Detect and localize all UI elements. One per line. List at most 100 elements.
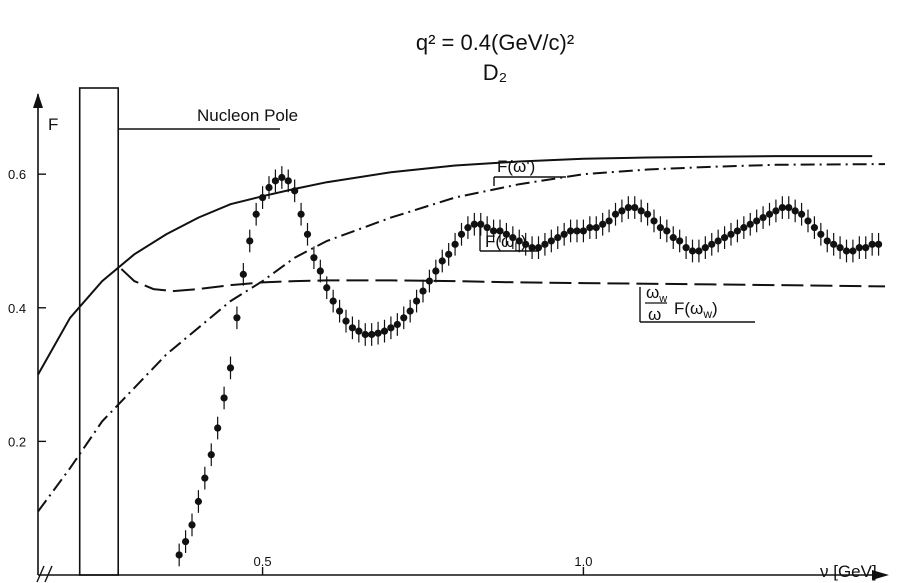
data-point: [759, 213, 767, 222]
data-point: [547, 237, 555, 245]
data-point: [226, 364, 235, 372]
data-point: [605, 217, 613, 225]
data-point: [464, 224, 472, 232]
data-point: [720, 234, 729, 242]
data-point: [406, 307, 414, 315]
data-point: [502, 230, 511, 238]
data-point: [470, 220, 478, 228]
svg-text:F(ω'): F(ω'): [497, 157, 535, 176]
data-point: [489, 227, 498, 235]
data-point: [329, 297, 337, 305]
data-point: [656, 224, 665, 232]
data-point: [348, 324, 357, 332]
data-point: [515, 237, 523, 245]
data-point: [688, 247, 697, 255]
data-point: [599, 220, 607, 228]
data-point: [528, 244, 536, 252]
data-point: [239, 270, 247, 278]
series-line-1: [37, 163, 886, 513]
chart-subtitle: D₂: [483, 60, 507, 85]
data-point: [214, 424, 222, 432]
data-point: [592, 224, 600, 232]
data-point: [175, 551, 183, 559]
data-point: [785, 203, 793, 212]
data-point: [855, 244, 863, 252]
annotation-omega-w-fraction: ωw ω F(ωw): [639, 283, 755, 324]
data-point: [438, 257, 446, 265]
svg-text:ωw: ωw: [646, 283, 667, 305]
svg-text:F(ωL): F(ωL): [485, 232, 527, 254]
data-point: [727, 230, 735, 238]
data-point: [849, 247, 857, 255]
y-tick-label-0: 0.2: [8, 434, 26, 449]
data-point: [477, 220, 485, 228]
data-point: [618, 207, 626, 215]
data-point: [842, 247, 851, 255]
data-point: [271, 177, 280, 185]
data-point: [246, 237, 254, 245]
data-point: [797, 210, 806, 218]
data-point: [868, 240, 876, 248]
data-point: [303, 230, 312, 238]
axis-break-mark: [36, 565, 53, 583]
data-point: [836, 244, 844, 252]
data-point: [862, 244, 870, 252]
data-point: [284, 177, 292, 185]
data-point: [496, 227, 504, 235]
data-point: [753, 217, 761, 225]
data-point: [560, 230, 568, 238]
data-point: [874, 240, 883, 248]
data-point: [830, 240, 838, 248]
data-point: [278, 173, 286, 182]
chart-title: q² = 0.4(GeV/c)²: [416, 30, 574, 55]
data-point: [714, 237, 722, 245]
data-point: [554, 234, 562, 242]
data-point: [258, 193, 267, 202]
data-point: [791, 207, 799, 215]
data-point: [509, 234, 517, 242]
data-point: [534, 244, 543, 252]
data-point: [778, 203, 786, 212]
data-point: [701, 244, 709, 252]
data-point: [220, 394, 228, 402]
data-point: [368, 330, 376, 339]
data-point: [586, 224, 594, 232]
data-point: [663, 227, 671, 235]
data-point: [695, 247, 703, 255]
data-point: [194, 497, 203, 506]
data-point: [291, 187, 299, 195]
data-point: [188, 521, 196, 529]
data-point: [451, 240, 459, 248]
data-point: [310, 254, 318, 262]
data-point: [233, 314, 241, 322]
data-point: [772, 207, 780, 215]
data-point: [445, 250, 453, 258]
data-point: [522, 240, 530, 248]
series-line-0: [37, 155, 873, 376]
nucleon-pole-label: Nucleon Pole: [197, 106, 298, 125]
data-point: [676, 237, 684, 245]
data-point: [643, 210, 652, 218]
data-point: [387, 324, 395, 332]
data-point: [810, 224, 819, 232]
data-point: [265, 183, 273, 192]
data-point: [579, 227, 588, 235]
x-axis-label: ν [GeV]: [820, 562, 877, 581]
data-point: [631, 203, 639, 212]
data-point: [432, 267, 440, 275]
data-point: [412, 297, 421, 305]
data-point: [483, 224, 491, 232]
data-point: [624, 203, 632, 212]
svg-text:F(ωw): F(ωw): [674, 299, 718, 321]
y-axis-label: F: [48, 115, 58, 134]
data-point: [393, 320, 401, 329]
x-tick-label-1: 1.0: [574, 554, 592, 569]
data-point: [361, 330, 369, 339]
data-point: [297, 210, 305, 218]
data-point: [380, 327, 389, 335]
x-axis-arrow: [872, 570, 889, 580]
data-point: [823, 237, 831, 245]
data-point: [765, 210, 774, 218]
data-point: [733, 227, 742, 235]
